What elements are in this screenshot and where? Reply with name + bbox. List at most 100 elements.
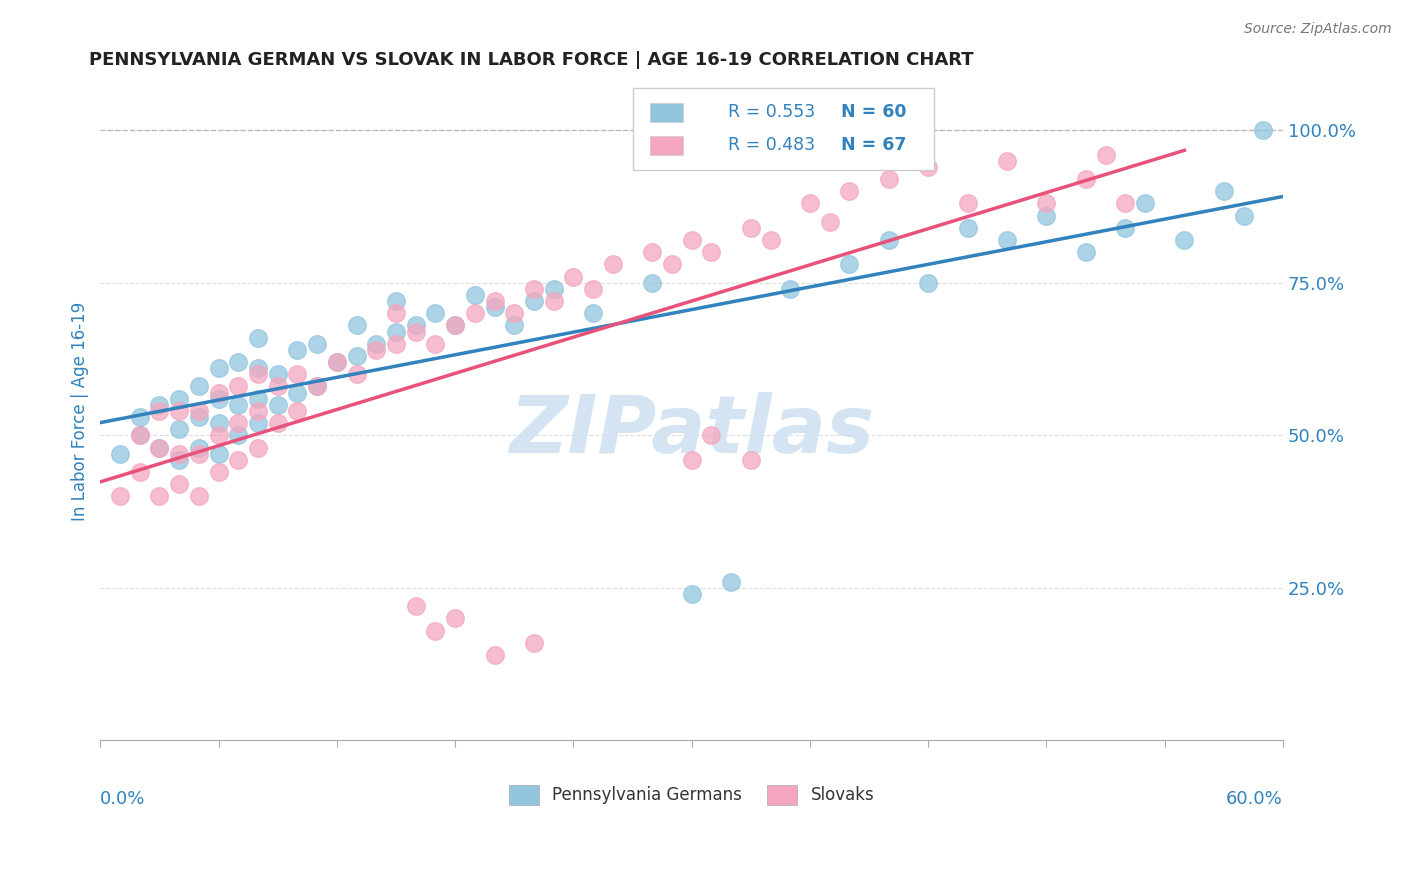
Point <box>641 276 664 290</box>
Point <box>128 428 150 442</box>
Point <box>247 441 270 455</box>
Point <box>247 361 270 376</box>
Point <box>108 447 131 461</box>
Point <box>503 306 526 320</box>
Point <box>877 233 900 247</box>
Point <box>346 318 368 333</box>
Point <box>207 428 229 442</box>
Point <box>720 574 742 589</box>
Legend: Pennsylvania Germans, Slovaks: Pennsylvania Germans, Slovaks <box>502 779 882 811</box>
Point <box>247 368 270 382</box>
Point <box>681 233 703 247</box>
Point <box>740 220 762 235</box>
Point <box>247 331 270 345</box>
Point <box>287 404 309 418</box>
Point <box>385 336 408 351</box>
Point <box>148 404 170 418</box>
Point <box>1212 184 1234 198</box>
Point <box>267 398 290 412</box>
Point <box>1035 209 1057 223</box>
Point <box>287 343 309 357</box>
Text: N = 60: N = 60 <box>841 103 907 121</box>
Point <box>700 428 723 442</box>
Point <box>1094 147 1116 161</box>
Point <box>167 452 190 467</box>
Point <box>187 404 209 418</box>
Point <box>700 245 723 260</box>
Point <box>346 368 368 382</box>
Point <box>405 325 427 339</box>
Point <box>228 355 250 369</box>
Point <box>464 306 486 320</box>
Point <box>207 361 229 376</box>
Point <box>187 379 209 393</box>
Y-axis label: In Labor Force | Age 16-19: In Labor Force | Age 16-19 <box>72 301 89 521</box>
Point <box>464 288 486 302</box>
Point <box>228 452 250 467</box>
Point <box>956 220 979 235</box>
Point <box>228 398 250 412</box>
Point <box>799 196 821 211</box>
Point <box>681 452 703 467</box>
Point <box>385 306 408 320</box>
Point <box>877 172 900 186</box>
Point <box>167 404 190 418</box>
Point <box>247 392 270 406</box>
Point <box>148 398 170 412</box>
Point <box>779 282 801 296</box>
Point <box>425 336 447 351</box>
Point <box>1232 209 1254 223</box>
Point <box>346 349 368 363</box>
Point <box>167 477 190 491</box>
Point <box>207 465 229 479</box>
Point <box>444 611 467 625</box>
Point <box>207 447 229 461</box>
Point <box>523 294 546 309</box>
Point <box>267 416 290 430</box>
Point <box>759 233 782 247</box>
Point <box>740 452 762 467</box>
Point <box>425 624 447 638</box>
Point <box>307 336 329 351</box>
Point <box>523 636 546 650</box>
Point <box>307 379 329 393</box>
Point <box>503 318 526 333</box>
Point <box>484 300 506 314</box>
Point <box>307 379 329 393</box>
Text: 0.0%: 0.0% <box>100 790 146 808</box>
Point <box>995 153 1018 168</box>
Point <box>167 422 190 436</box>
Point <box>818 215 841 229</box>
FancyBboxPatch shape <box>651 103 683 121</box>
Point <box>167 447 190 461</box>
Text: N = 67: N = 67 <box>841 136 905 154</box>
Point <box>385 325 408 339</box>
Point <box>148 441 170 455</box>
Point <box>838 257 860 271</box>
Point <box>247 404 270 418</box>
Point <box>148 441 170 455</box>
Point <box>917 276 939 290</box>
Point <box>405 599 427 614</box>
Point <box>167 392 190 406</box>
Point <box>562 269 585 284</box>
Point <box>1074 172 1097 186</box>
Point <box>287 368 309 382</box>
Point <box>187 489 209 503</box>
Point <box>207 385 229 400</box>
Point <box>582 282 605 296</box>
Point <box>228 379 250 393</box>
Point <box>287 385 309 400</box>
Point <box>602 257 624 271</box>
Point <box>543 282 565 296</box>
Point <box>425 306 447 320</box>
Point <box>484 648 506 662</box>
Text: ZIPatlas: ZIPatlas <box>509 392 875 470</box>
Point <box>267 368 290 382</box>
Point <box>1133 196 1156 211</box>
Point <box>148 489 170 503</box>
Point <box>366 336 388 351</box>
Point <box>247 416 270 430</box>
Point <box>956 196 979 211</box>
Point <box>187 441 209 455</box>
